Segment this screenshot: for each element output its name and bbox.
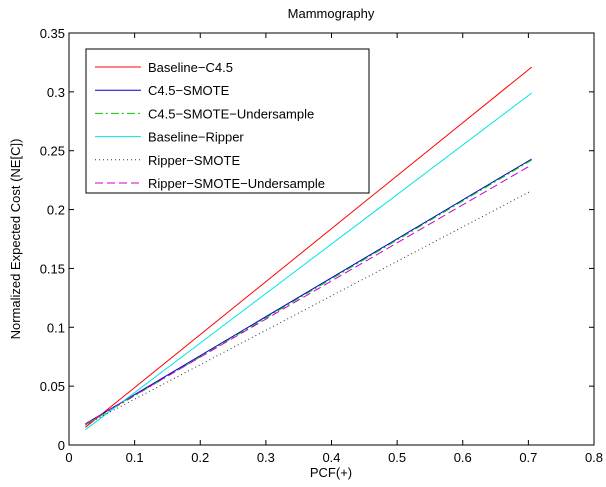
legend-label: Ripper−SMOTE	[148, 153, 240, 168]
x-tick-label: 0.6	[454, 450, 472, 465]
y-tick-label: 0.3	[47, 85, 65, 100]
legend-label: C4.5−SMOTE	[148, 83, 230, 98]
legend-label: Ripper−SMOTE−Undersample	[148, 176, 325, 191]
x-tick-label: 0	[65, 450, 72, 465]
x-tick-label: 0.5	[388, 450, 406, 465]
y-tick-label: 0.15	[40, 261, 65, 276]
x-tick-label: 0.4	[322, 450, 340, 465]
y-tick-label: 0.35	[40, 26, 65, 41]
legend-label: Baseline−Ripper	[148, 130, 244, 145]
x-tick-label: 0.1	[126, 450, 144, 465]
series-line-0	[85, 66, 533, 428]
legend-box	[85, 48, 370, 194]
x-tick-label: 0.7	[519, 450, 537, 465]
series-line-5	[85, 164, 532, 425]
y-tick-label: 0	[58, 438, 65, 453]
x-tick-label: 0.3	[257, 450, 275, 465]
y-tick-label: 0.25	[40, 144, 65, 159]
y-tick-label: 0.05	[40, 379, 65, 394]
series-line-4	[85, 190, 532, 426]
legend-label: C4.5−SMOTE−Undersample	[148, 106, 314, 121]
x-tick-label: 0.2	[191, 450, 209, 465]
x-axis-label: PCF(+)	[310, 465, 352, 480]
y-axis-label: Normalized Expected Cost (NE[C])	[8, 139, 23, 340]
y-tick-label: 0.2	[47, 203, 65, 218]
x-tick-label: 0.8	[585, 450, 603, 465]
legend-label: Baseline−C4.5	[148, 60, 233, 75]
y-tick-label: 0.1	[47, 320, 65, 335]
chart-title: Mammography	[288, 6, 375, 21]
series-line-1	[85, 158, 532, 425]
series-line-3	[85, 92, 533, 431]
